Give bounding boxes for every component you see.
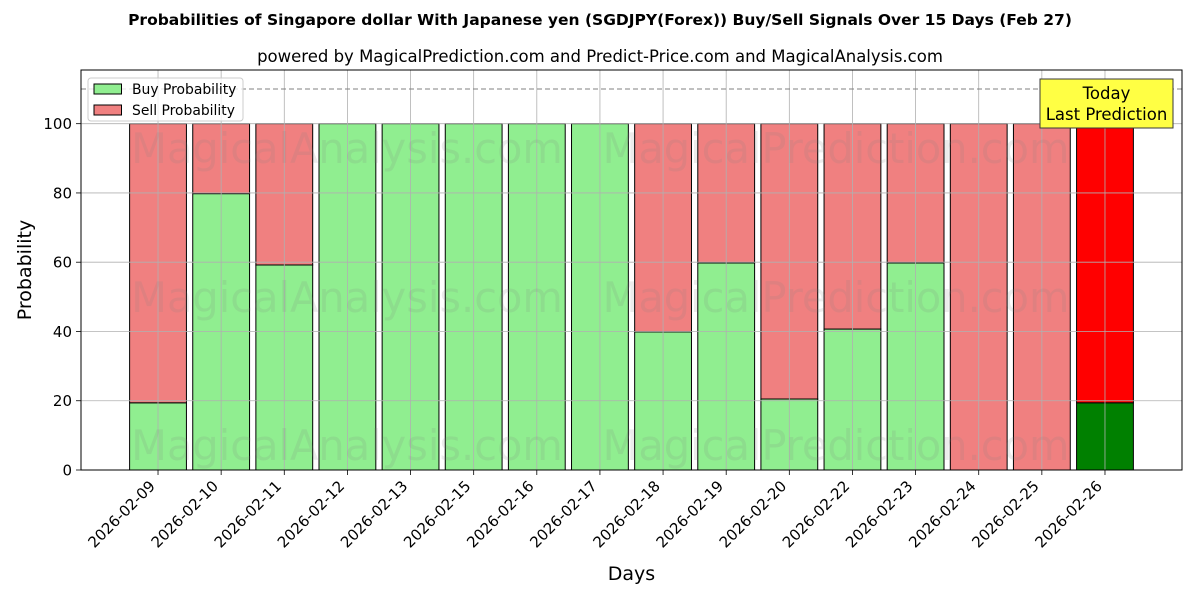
watermark-text: MagicalAnalysis.com xyxy=(131,273,563,322)
chart-subtitle: powered by MagicalPrediction.com and Pre… xyxy=(257,47,943,66)
x-axis-label: Days xyxy=(608,563,655,585)
y-axis: 0 20 40 60 80 100 xyxy=(43,115,81,480)
annotation-box xyxy=(1039,78,1174,129)
legend-label-sell: Sell Probability xyxy=(132,103,235,119)
watermark-text: MagicalAnalysis.com xyxy=(131,124,563,173)
watermark-text: MagicalAnalysis.com xyxy=(131,421,563,470)
annotation-line-today: Today xyxy=(1082,84,1131,103)
y-tick-label: 20 xyxy=(53,392,72,410)
grid xyxy=(81,70,1182,471)
watermarks: MagicalAnalysis.com MagicalPrediction.co… xyxy=(131,124,1069,470)
legend-label-buy: Buy Probability xyxy=(132,82,236,98)
annotation-line-last-prediction: Last Prediction xyxy=(1046,105,1168,124)
chart-title: Probabilities of Singapore dollar With J… xyxy=(128,11,1072,29)
legend-swatch-buy xyxy=(93,83,122,95)
legend: Buy Probability Sell Probability xyxy=(87,77,244,122)
legend-frame xyxy=(87,77,244,122)
y-tick-label: 60 xyxy=(53,254,72,272)
plot-frame xyxy=(80,69,1183,471)
watermark-text: MagicalPrediction.com xyxy=(603,124,1070,173)
legend-swatch-sell xyxy=(93,104,122,116)
y-axis-label: Probability xyxy=(14,220,36,320)
today-annotation: Today Last Prediction xyxy=(1039,78,1174,129)
watermark-text: MagicalPrediction.com xyxy=(603,273,1070,322)
y-tick-label: 80 xyxy=(53,184,72,202)
plot-area: MagicalAnalysis.com MagicalPrediction.co… xyxy=(80,69,1183,471)
y-tick-label: 40 xyxy=(53,323,72,341)
y-tick-label: 100 xyxy=(43,115,72,133)
watermark-text: MagicalPrediction.com xyxy=(603,421,1070,470)
y-tick-label: 0 xyxy=(62,462,72,480)
